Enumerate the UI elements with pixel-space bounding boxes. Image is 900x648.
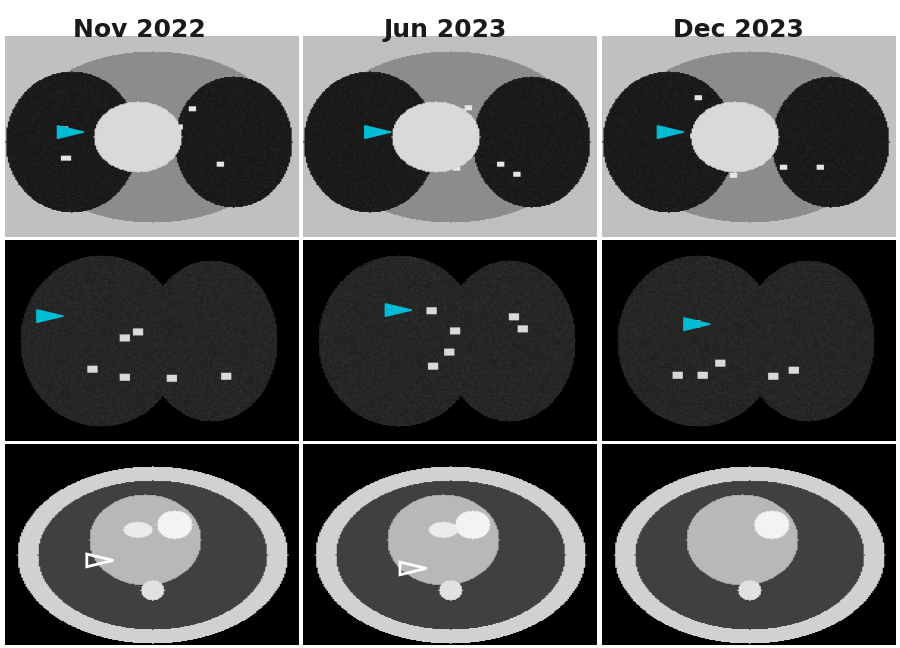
Polygon shape	[58, 126, 84, 139]
Polygon shape	[37, 310, 63, 323]
Text: Nov 2022: Nov 2022	[73, 18, 206, 42]
Text: Jun 2023: Jun 2023	[383, 18, 508, 42]
Polygon shape	[657, 126, 684, 139]
Polygon shape	[364, 126, 392, 139]
Polygon shape	[385, 304, 412, 316]
Polygon shape	[684, 318, 710, 330]
Text: Dec 2023: Dec 2023	[672, 18, 804, 42]
